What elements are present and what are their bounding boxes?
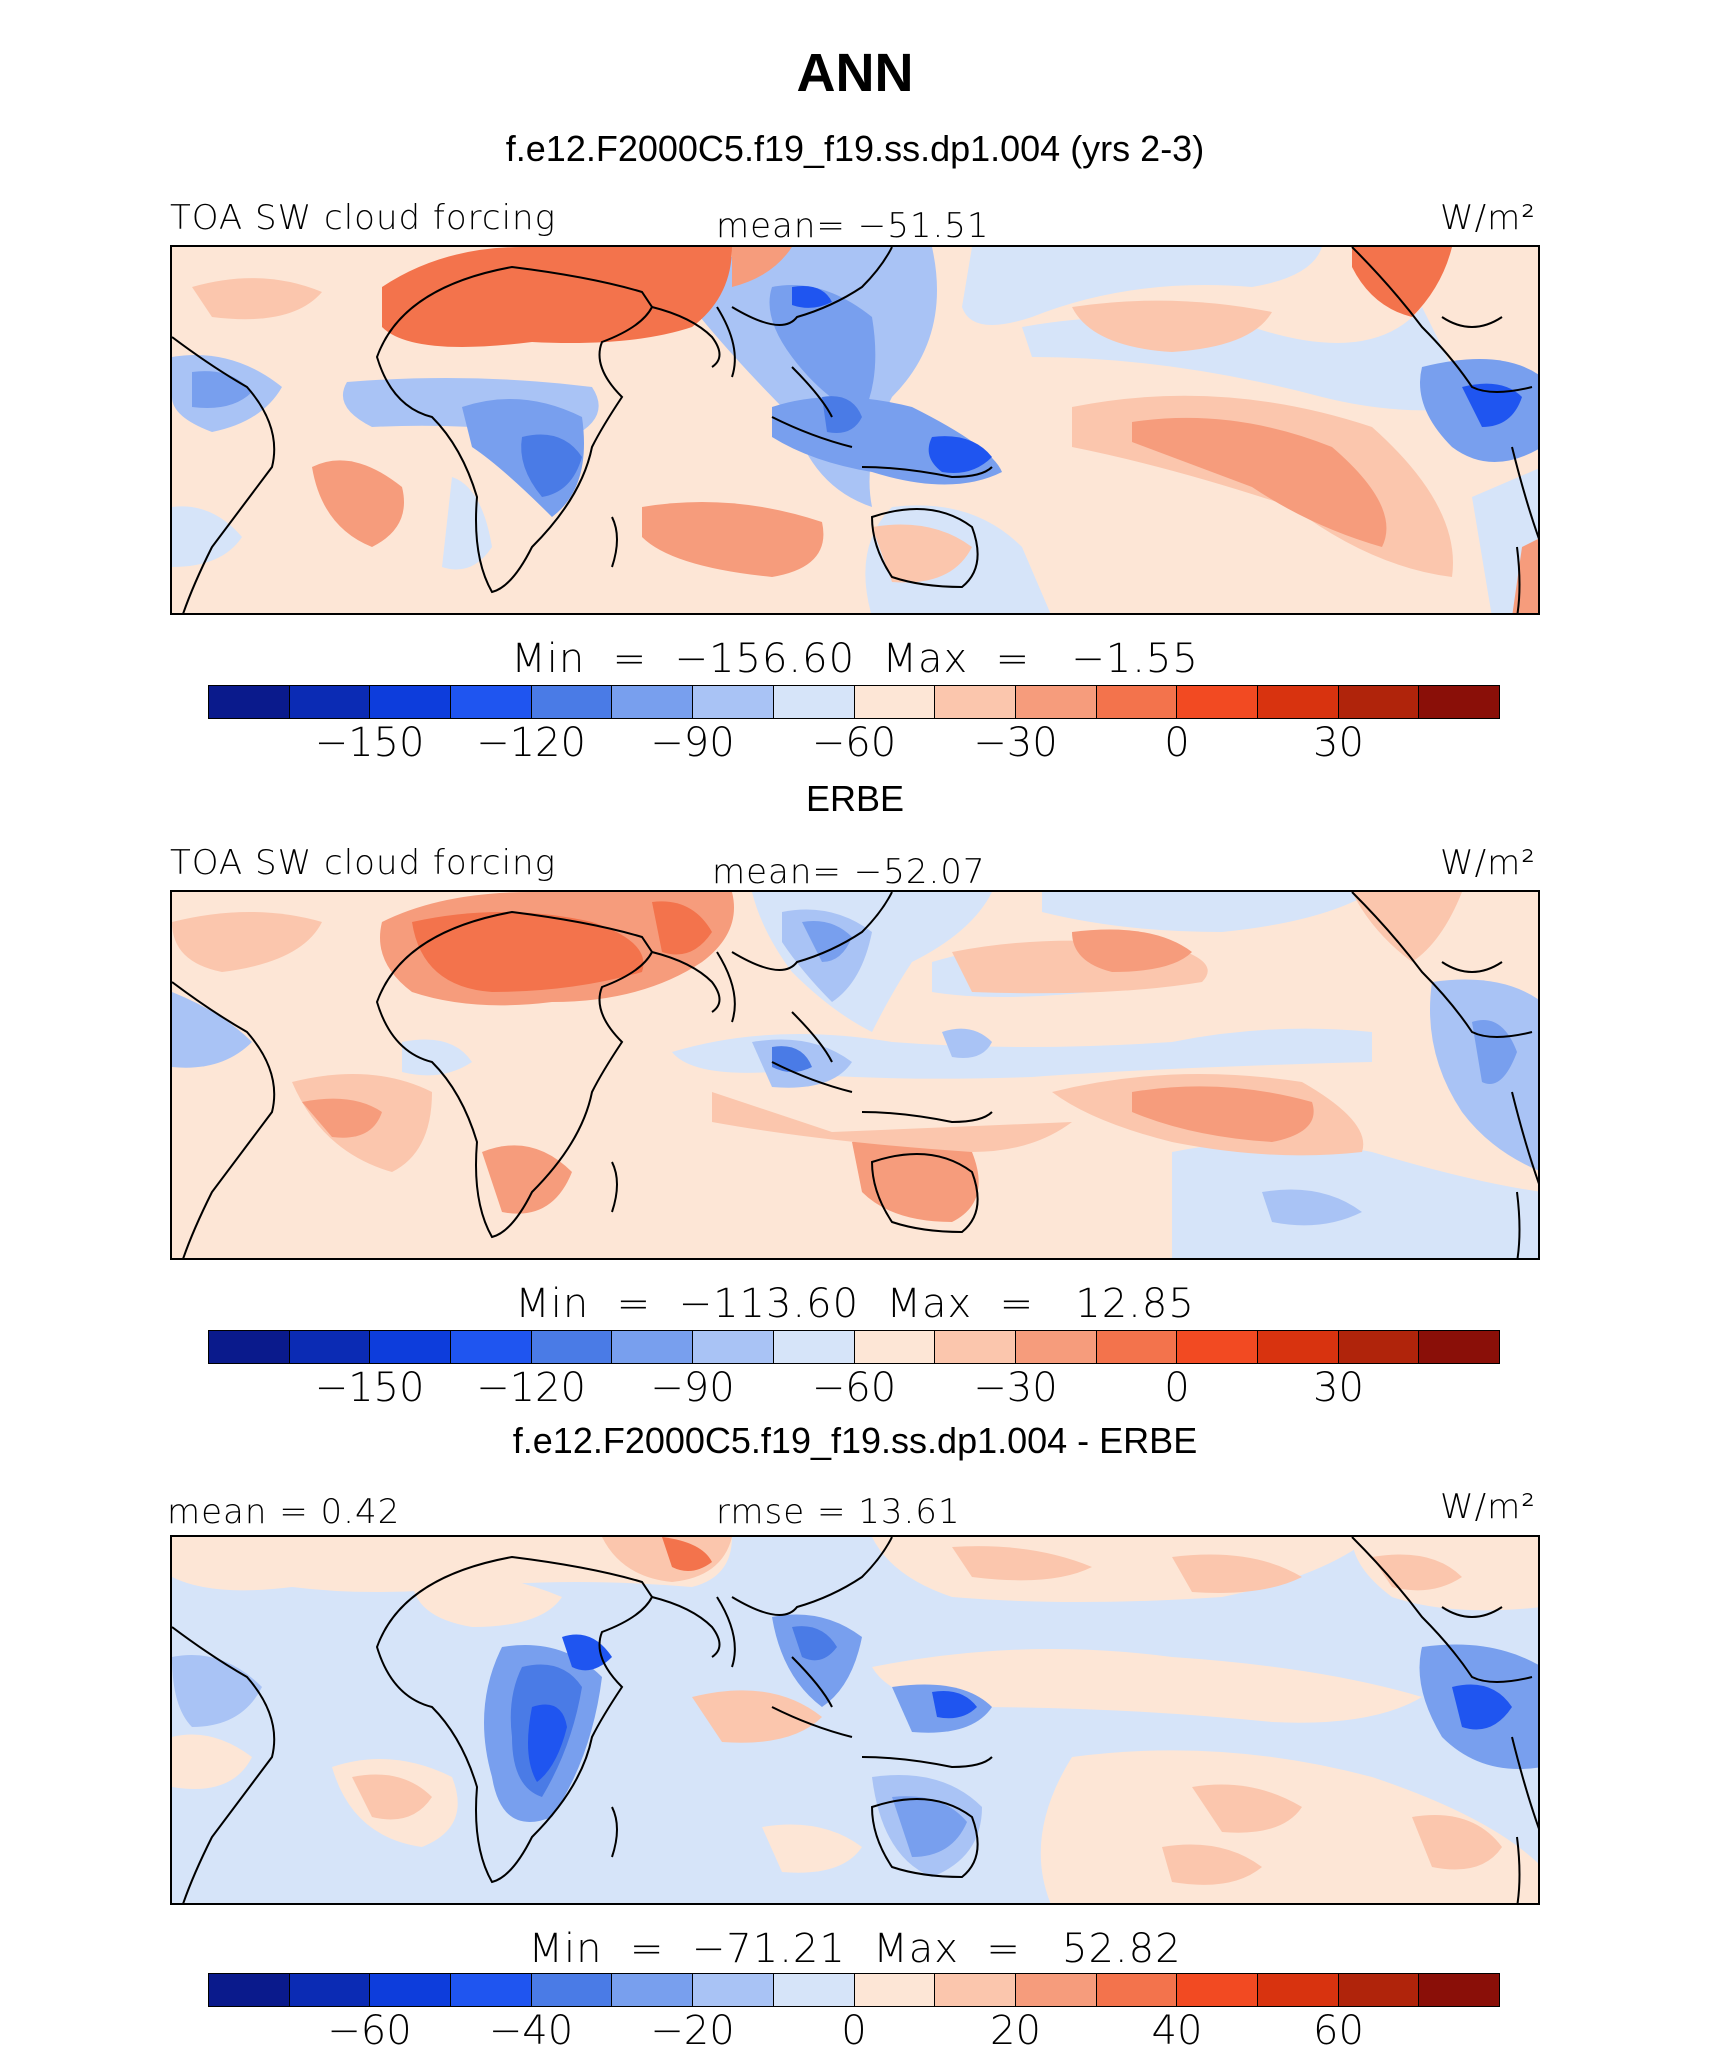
colorbar-tick: −60 (811, 720, 897, 766)
colorbar-tick: 0 (1164, 720, 1190, 766)
panel3-rmse-label: rmse = 13.61 (716, 1492, 961, 1532)
panel2-minmax: Min = −113.60 Max = 12.85 (515, 1281, 1195, 1327)
panel1-colorbar (208, 685, 1500, 719)
colorbar-tick: −30 (973, 1365, 1058, 1411)
colorbar-swatch (451, 1331, 532, 1363)
colorbar-tick: −150 (314, 720, 425, 766)
colorbar-swatch (1419, 1974, 1499, 2006)
colorbar-swatch (209, 1331, 290, 1363)
colorbar-swatch (935, 686, 1016, 718)
colorbar-swatch (1096, 686, 1178, 718)
colorbar-swatch (1177, 1974, 1258, 2006)
colorbar-swatch (1015, 1974, 1097, 2006)
colorbar-tick: −40 (488, 2008, 574, 2054)
colorbar-tick: 60 (1313, 2008, 1364, 2054)
panel3-mean-label: mean = 0.42 (167, 1492, 401, 1532)
colorbar-tick: −90 (650, 1365, 735, 1411)
panel2-units-label: W/m² (1440, 843, 1536, 883)
colorbar-tick: 30 (1313, 720, 1364, 766)
colorbar-tick: −120 (476, 720, 586, 766)
panel3-units-label: W/m² (1440, 1487, 1536, 1527)
colorbar-swatch (1096, 1974, 1178, 2006)
colorbar-swatch (370, 1974, 452, 2006)
colorbar-tick: −20 (650, 2008, 735, 2054)
colorbar-swatch (1338, 1974, 1420, 2006)
panel1-mean-label: mean= −51.51 (716, 206, 990, 246)
panel2-map-field (172, 892, 1538, 1258)
colorbar-swatch (1177, 1331, 1258, 1363)
colorbar-swatch (1015, 686, 1097, 718)
colorbar-swatch (1419, 686, 1499, 718)
panel1-map (170, 245, 1540, 615)
panel3-minmax: Min = −71.21 Max = 52.82 (528, 1926, 1182, 1972)
colorbar-swatch (531, 1974, 613, 2006)
colorbar-swatch (370, 1331, 452, 1363)
colorbar-tick: −120 (476, 1365, 586, 1411)
colorbar-swatch (693, 1974, 774, 2006)
colorbar-swatch (612, 1974, 694, 2006)
colorbar-tick: −30 (973, 720, 1058, 766)
colorbar-tick: −150 (314, 1365, 425, 1411)
colorbar-swatch (1338, 1331, 1420, 1363)
colorbar-swatch (854, 686, 936, 718)
colorbar-swatch (854, 1331, 936, 1363)
colorbar-swatch (935, 1974, 1016, 2006)
colorbar-swatch (1338, 686, 1420, 718)
colorbar-swatch (451, 1974, 532, 2006)
colorbar-swatch (209, 686, 290, 718)
panel1-minmax: Min = −156.60 Max = −1.55 (511, 636, 1199, 682)
panel2-mean-label: mean= −52.07 (712, 852, 986, 892)
colorbar-tick: −60 (811, 1365, 897, 1411)
figure-title: ANN (796, 43, 914, 103)
colorbar-swatch (531, 686, 613, 718)
colorbar-swatch (612, 1331, 694, 1363)
colorbar-swatch (289, 1974, 371, 2006)
panel3-colorbar (208, 1973, 1500, 2007)
colorbar-tick: −90 (650, 720, 735, 766)
colorbar-swatch (935, 1331, 1016, 1363)
colorbar-swatch (1096, 1331, 1178, 1363)
colorbar-tick: 40 (1151, 2008, 1203, 2054)
colorbar-swatch (1419, 1331, 1499, 1363)
colorbar-swatch (289, 686, 371, 718)
panel2-title: ERBE (805, 778, 905, 819)
colorbar-swatch (612, 686, 694, 718)
colorbar-swatch (1257, 686, 1339, 718)
panel2-map (170, 890, 1540, 1260)
panel1-colorbar-ticks: −150 −120 −90 −60 −30 0 30 (208, 720, 1500, 766)
panel3-colorbar-ticks: −60 −40 −20 0 20 40 60 (208, 2008, 1500, 2054)
colorbar-tick: 20 (990, 2008, 1041, 2054)
panel1-units-label: W/m² (1440, 198, 1536, 238)
panel3-map-field (172, 1537, 1538, 1903)
colorbar-swatch (773, 1331, 855, 1363)
panel2-colorbar-ticks: −150 −120 −90 −60 −30 0 30 (208, 1365, 1500, 1411)
colorbar-tick: 30 (1313, 1365, 1364, 1411)
colorbar-swatch (209, 1974, 290, 2006)
colorbar-swatch (693, 686, 774, 718)
colorbar-tick: 0 (1164, 1365, 1190, 1411)
colorbar-swatch (451, 686, 532, 718)
colorbar-swatch (773, 1974, 855, 2006)
colorbar-swatch (289, 1331, 371, 1363)
colorbar-swatch (370, 686, 452, 718)
colorbar-swatch (773, 686, 855, 718)
panel1-variable-label: TOA SW cloud forcing (170, 198, 556, 238)
panel2-colorbar (208, 1330, 1500, 1364)
colorbar-swatch (693, 1331, 774, 1363)
colorbar-swatch (1257, 1331, 1339, 1363)
colorbar-swatch (1177, 686, 1258, 718)
colorbar-tick: −60 (327, 2008, 412, 2054)
colorbar-tick: 0 (841, 2008, 867, 2054)
panel2-variable-label: TOA SW cloud forcing (170, 843, 556, 883)
panel3-map (170, 1535, 1540, 1905)
colorbar-swatch (1015, 1331, 1097, 1363)
colorbar-swatch (531, 1331, 613, 1363)
panel1-map-field (172, 247, 1538, 613)
colorbar-swatch (854, 1974, 936, 2006)
panel1-title: f.e12.F2000C5.f19_f19.ss.dp1.004 (yrs 2-… (505, 128, 1205, 169)
colorbar-swatch (1257, 1974, 1339, 2006)
panel3-title: f.e12.F2000C5.f19_f19.ss.dp1.004 - ERBE (512, 1420, 1198, 1461)
